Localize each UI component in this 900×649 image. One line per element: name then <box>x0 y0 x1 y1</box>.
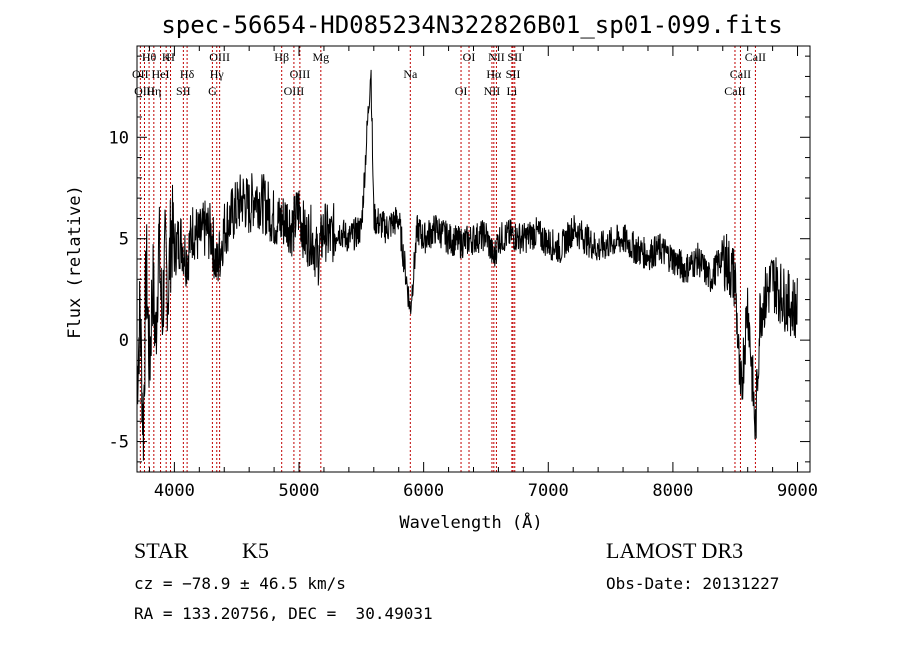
line-label: Hθ <box>142 50 157 64</box>
line-label: Na <box>403 67 418 81</box>
line-label: HeI <box>152 67 170 81</box>
line-label: OI <box>463 50 476 64</box>
line-label: SII <box>506 67 521 81</box>
line-label: Li <box>507 84 518 98</box>
line-label: Mg <box>312 50 329 64</box>
line-label: CaII <box>724 84 745 98</box>
line-label: OIII <box>284 84 305 98</box>
line-label: OI <box>455 84 468 98</box>
y-tick-label: 0 <box>119 331 129 351</box>
object-subclass: K5 <box>242 538 269 563</box>
line-label: OIII <box>134 84 155 98</box>
obs-date: Obs-Date: 20131227 <box>606 574 780 593</box>
x-tick-label: 5000 <box>279 481 320 501</box>
cz-value: cz = −78.9 ± 46.5 km/s <box>134 574 346 593</box>
line-label: Hδ <box>180 67 195 81</box>
object-class: STAR <box>134 538 189 563</box>
line-label: OII <box>132 67 149 81</box>
line-label: CaII <box>745 50 766 64</box>
line-label: OIII <box>290 67 311 81</box>
coordinates: RA = 133.20756, DEC = 30.49031 <box>134 604 433 623</box>
spectral-line-labels: HθOIIOIIIKHeIHηHHδSIIOIIIHγGHβOIIIOIIIMg… <box>132 50 766 98</box>
line-label: SII <box>176 84 191 98</box>
line-label: Hα <box>486 67 502 81</box>
line-label: H <box>166 50 175 64</box>
x-axis: 4000 5000 6000 7000 8000 9000 <box>148 46 818 501</box>
x-tick-label: 9000 <box>777 481 818 501</box>
y-axis-label: Flux (relative) <box>65 185 85 339</box>
x-axis-label: Wavelength (Å) <box>399 511 542 533</box>
line-label: Hβ <box>274 50 289 64</box>
y-tick-label: 5 <box>119 230 129 250</box>
line-label: G <box>208 84 217 98</box>
line-label: Hη <box>146 84 161 98</box>
line-label: Hγ <box>210 67 225 81</box>
line-label: OIII <box>209 50 230 64</box>
y-tick-label: -5 <box>109 433 129 453</box>
survey-name: LAMOST DR3 <box>606 538 744 563</box>
line-label: NII <box>484 84 501 98</box>
line-label: K <box>162 50 171 64</box>
spectral-line-markers <box>139 46 756 472</box>
y-axis: -5 0 5 10 <box>109 55 810 463</box>
line-label: CaII <box>730 67 751 81</box>
line-label: NII <box>488 50 505 64</box>
x-tick-label: 8000 <box>652 481 693 501</box>
y-tick-label: 10 <box>109 128 129 148</box>
plot-frame <box>136 45 811 473</box>
x-tick-label: 4000 <box>154 481 195 501</box>
x-tick-label: 7000 <box>528 481 569 501</box>
x-tick-label: 6000 <box>403 481 444 501</box>
spectrum-series-line <box>136 69 798 461</box>
line-label: SII <box>507 50 522 64</box>
chart-title: spec-56654-HD085234N322826B01_sp01-099.f… <box>161 11 782 39</box>
